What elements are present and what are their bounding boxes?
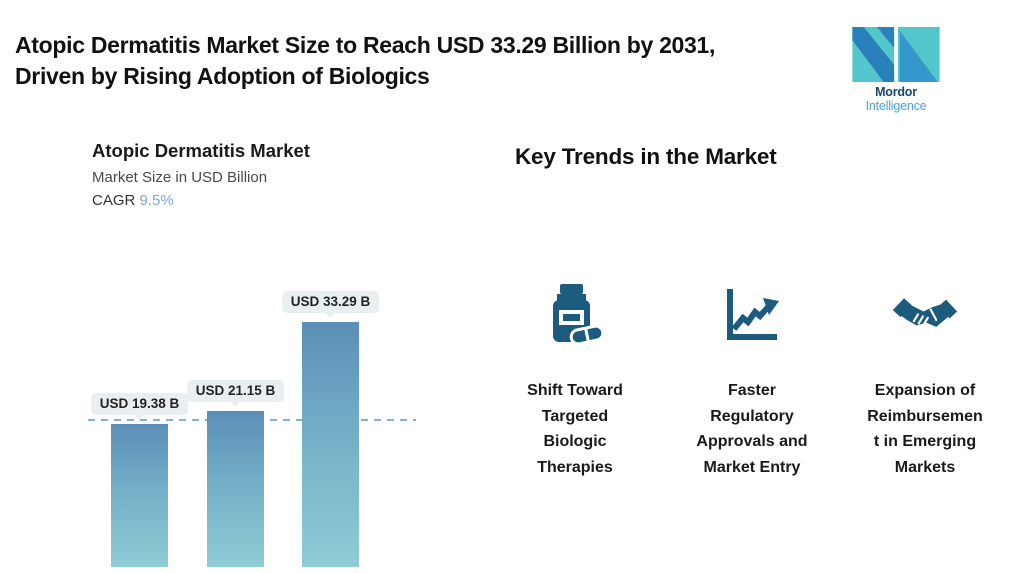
brand-name: Mordor Intelligence — [846, 85, 946, 113]
bar-value-label-2031: USD 33.29 B — [281, 291, 380, 313]
brand-name-bold: Mordor — [875, 85, 917, 99]
page-title: Atopic Dermatitis Market Size to Reach U… — [15, 32, 716, 89]
trend-label: Faster Regulatory Approvals and Market E… — [696, 382, 808, 476]
bar-value-label-2026: USD 21.15 B — [186, 380, 285, 402]
trend-item-reimbursement: Expansion of Reimbursemen t in Emerging … — [836, 280, 1014, 480]
chart-subtitle: Market Size in USD Billion — [92, 169, 268, 186]
handshake-icon — [836, 280, 1014, 350]
brand-logo: Mordor Intelligence — [846, 27, 946, 113]
trend-item-regulatory-approvals: Faster Regulatory Approvals and Market E… — [663, 280, 841, 480]
x-axis-label-2031: 2031 — [302, 571, 359, 573]
bar-2025 — [111, 424, 168, 567]
bar-value-label-2025: USD 19.38 B — [90, 393, 189, 415]
mordor-intelligence-logo-icon — [852, 27, 940, 82]
pill-bottle-icon — [490, 280, 660, 350]
cagr-label: CAGR — [92, 192, 136, 209]
x-axis-label-2025: 2025 — [111, 571, 168, 573]
bar-2026 — [207, 411, 264, 567]
trend-item-biologic-therapies: Shift Toward Targeted Biologic Therapies — [490, 280, 660, 480]
chart-title: Atopic Dermatitis Market — [92, 140, 310, 161]
market-chart-panel: Atopic Dermatitis Market Market Size in … — [88, 140, 418, 573]
cagr-value: 9.5% — [139, 192, 174, 209]
chart-cagr: CAGR 9.5% — [88, 192, 418, 209]
bar-2031 — [302, 322, 359, 567]
brand-name-light: Intelligence — [865, 99, 927, 113]
growth-chart-icon — [663, 280, 841, 350]
bar-plot: USD 19.38 B 2025 USD 21.15 B 2026 USD 33.29 … — [88, 287, 416, 573]
trend-label: Shift Toward Targeted Biologic Therapies — [527, 382, 623, 476]
trend-label: Expansion of Reimbursemen t in Emerging … — [867, 382, 983, 476]
trends-heading: Key Trends in the Market — [515, 144, 777, 169]
x-axis-label-2026: 2026 — [207, 571, 264, 573]
